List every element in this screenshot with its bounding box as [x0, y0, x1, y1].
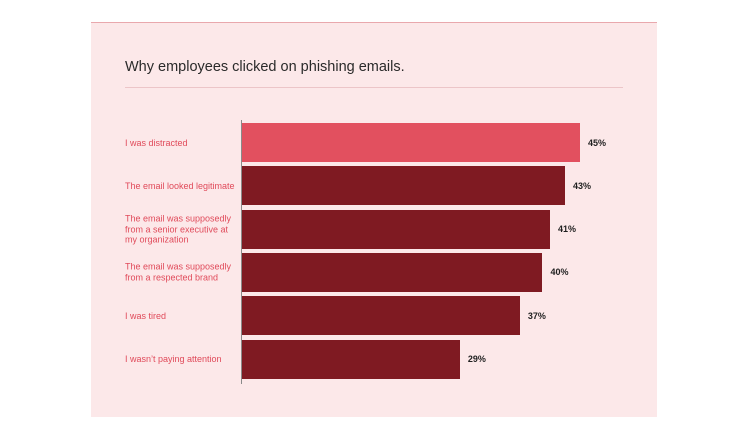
category-label: I was tired	[125, 310, 167, 321]
value-label: 29%	[467, 354, 486, 364]
y-axis-line	[241, 120, 242, 384]
category-label: The email was supposedly from a senior e…	[125, 213, 232, 245]
category-label: I wasn’t paying attention	[125, 353, 222, 364]
bar	[242, 166, 565, 206]
value-label: 37%	[527, 310, 546, 321]
chart-title: Why employees clicked on phishing emails…	[125, 59, 405, 75]
bar	[242, 296, 520, 336]
title-divider	[125, 87, 623, 88]
value-label: 40%	[550, 267, 569, 278]
category-label: The email looked legitimate	[125, 180, 235, 191]
category-label: The email was supposedly from a respecte…	[125, 261, 232, 283]
chart-panel: Why employees clicked on phishing emails…	[91, 22, 657, 417]
bar	[242, 252, 543, 292]
category-label: I was distracted	[125, 137, 188, 148]
value-label: 43%	[572, 180, 591, 191]
bar	[242, 123, 580, 162]
value-label: 45%	[588, 137, 607, 148]
value-label: 41%	[557, 224, 576, 235]
bar	[242, 339, 460, 379]
bar	[242, 209, 550, 249]
